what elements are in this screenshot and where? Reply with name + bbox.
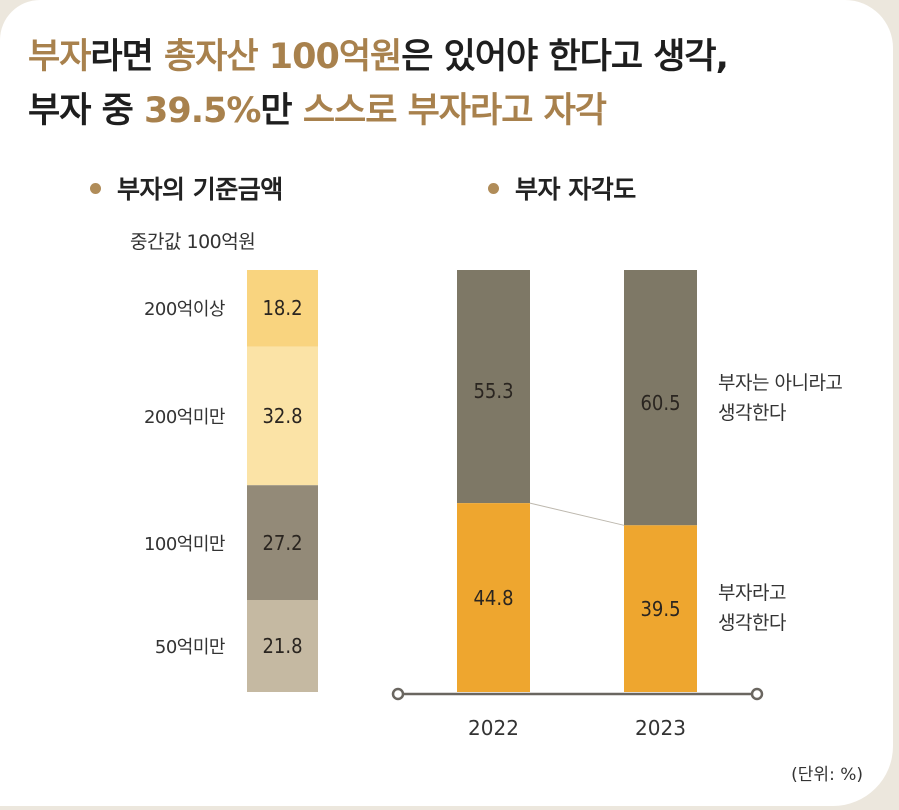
category-label: 200억이상 — [143, 299, 226, 321]
legend-label-line: 생각한다 — [718, 612, 786, 634]
trend-connector-line — [529, 502, 625, 526]
bullet-dot-icon — [90, 182, 101, 194]
bar-segment-rich-2023 — [624, 525, 697, 692]
headline-text: 부자 중 — [28, 91, 144, 131]
headline-accent-text: 부자 — [28, 37, 91, 77]
segment-value-label: 18.2 — [262, 296, 303, 321]
bar-segment-200억이상 — [247, 270, 318, 347]
headline-line-1: 부자라면 총자산 100억원은 있어야 한다고 생각, — [28, 30, 729, 84]
axis-start-circle-icon — [391, 687, 405, 701]
year-tick-label: 2023 — [635, 716, 686, 740]
headline-line-2: 부자 중 39.5%만 스스로 부자라고 자각 — [28, 84, 728, 138]
headline-accent-text: 39.5% — [143, 91, 261, 131]
year-tick-label: 2022 — [468, 716, 519, 740]
right-chart-title-text: 부자 자각도 — [515, 175, 636, 204]
category-label: 200억미만 — [143, 407, 226, 428]
bar-segment-100억미만 — [247, 485, 318, 601]
legend-label-line: 생각한다 — [718, 402, 786, 424]
segment-value-label: 21.8 — [262, 634, 303, 658]
right-chart-title: 부자 자각도 — [488, 170, 636, 206]
bar-segment-not-rich-2023 — [624, 270, 697, 526]
legend-label-line: 부자라고 — [718, 582, 786, 604]
segment-value-label: 55.3 — [473, 379, 514, 404]
category-label: 50억미만 — [154, 637, 226, 658]
headline-accent-text: 스스로 부자라고 자각 — [302, 91, 607, 131]
left-chart-title-text: 부자의 기준금액 — [117, 175, 283, 204]
headline-text: 은 있어야 한다고 생각, — [401, 37, 729, 77]
bar-segment-50억미만 — [247, 600, 318, 692]
category-label: 100억미만 — [143, 533, 226, 555]
bar-segment-rich-2022 — [457, 503, 530, 692]
bullet-dot-icon — [488, 182, 499, 194]
segment-value-label: 44.8 — [473, 585, 514, 610]
left-chart-title: 부자의 기준금액 — [90, 170, 283, 206]
headline-accent-text: 총자산 100억원 — [164, 37, 402, 77]
legend-label-line: 부자는 아니라고 — [718, 372, 843, 394]
headline: 부자라면 총자산 100억원은 있어야 한다고 생각, 부자 중 39.5%만 … — [28, 30, 729, 138]
headline-text: 라면 — [90, 37, 164, 77]
axis-end-circle-icon — [750, 687, 764, 701]
segment-value-label: 32.8 — [262, 404, 303, 428]
left-chart-subtitle: 중간값 100억원 — [130, 231, 256, 253]
headline-text: 만 — [260, 91, 303, 131]
unit-note: (단위: %) — [791, 765, 863, 785]
bar-segment-not-rich-2022 — [457, 270, 530, 504]
segment-value-label: 39.5 — [640, 596, 681, 621]
segment-value-label: 27.2 — [262, 530, 303, 555]
segment-value-label: 60.5 — [640, 390, 681, 415]
bar-segment-200억미만 — [247, 346, 318, 486]
